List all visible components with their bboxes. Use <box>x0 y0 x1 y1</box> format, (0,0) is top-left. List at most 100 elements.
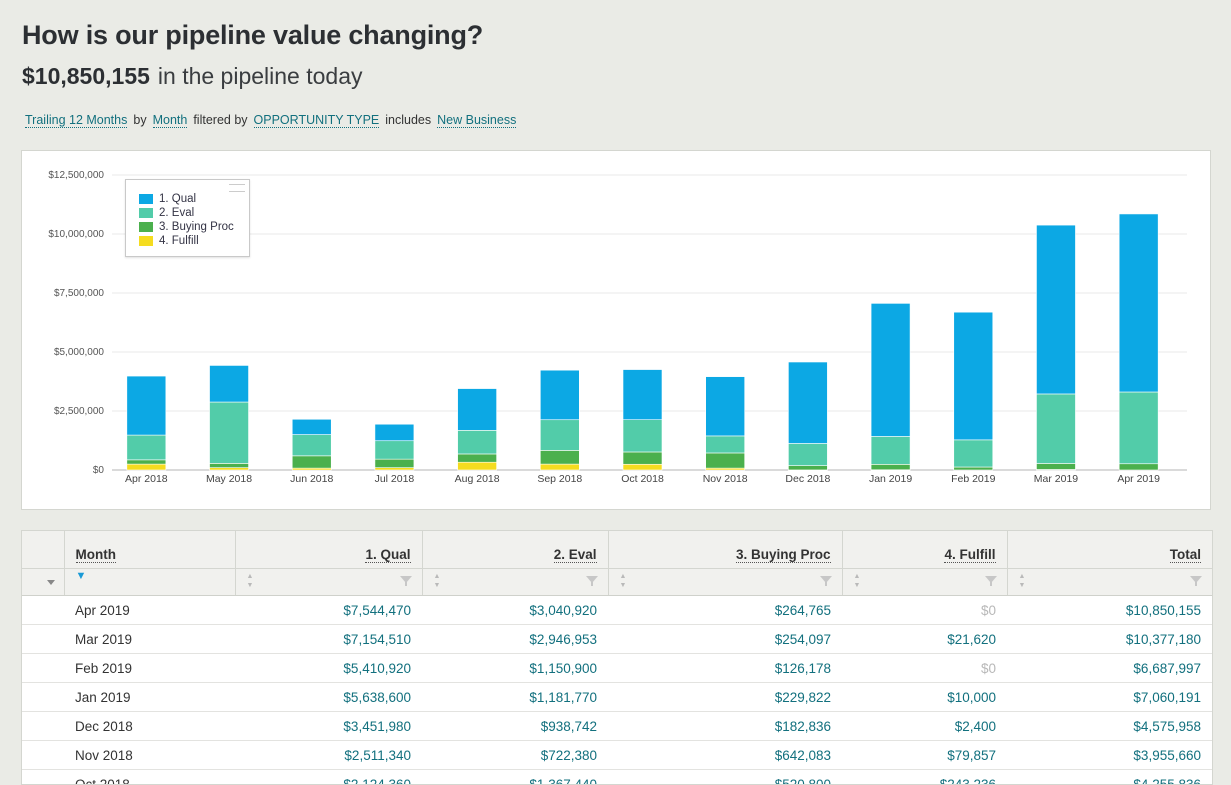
bar-segment[interactable] <box>210 468 249 470</box>
bar-segment[interactable] <box>1119 464 1158 470</box>
value-cell[interactable]: $10,850,155 <box>1007 596 1212 625</box>
bar-segment[interactable] <box>1036 225 1075 394</box>
value-cell[interactable]: $6,687,997 <box>1007 654 1212 683</box>
value-cell[interactable]: $7,060,191 <box>1007 683 1212 712</box>
value-cell[interactable]: $10,000 <box>842 683 1007 712</box>
bar-segment[interactable] <box>788 443 827 465</box>
bar-segment[interactable] <box>127 464 166 470</box>
bar-segment[interactable] <box>1119 392 1158 464</box>
filter-icon[interactable] <box>586 576 598 583</box>
bar-segment[interactable] <box>623 452 662 464</box>
bar-segment[interactable] <box>292 435 331 456</box>
bar-segment[interactable] <box>1119 214 1158 392</box>
bar-segment[interactable] <box>954 440 993 467</box>
sort-icon[interactable]: ▲▼ <box>1019 572 1026 590</box>
sort-icon[interactable]: ▲▼ <box>620 572 627 590</box>
period-filter-link[interactable]: Trailing 12 Months <box>25 113 127 128</box>
bar-segment[interactable] <box>706 436 745 453</box>
value-cell[interactable]: $229,822 <box>608 683 842 712</box>
column-header-month[interactable]: Month <box>64 531 235 569</box>
bar-segment[interactable] <box>788 362 827 443</box>
bar-segment[interactable] <box>706 453 745 468</box>
value-cell[interactable]: $2,946,953 <box>422 625 608 654</box>
bar-segment[interactable] <box>458 454 497 462</box>
bar-segment[interactable] <box>375 459 414 467</box>
table-row[interactable]: Mar 2019$7,154,510$2,946,953$254,097$21,… <box>22 625 1212 654</box>
sort-desc-icon[interactable]: ▼ <box>76 572 87 582</box>
value-cell[interactable]: $7,544,470 <box>235 596 422 625</box>
column-header-eval[interactable]: 2. Eval <box>422 531 608 569</box>
bar-segment[interactable] <box>540 464 579 470</box>
column-header-total[interactable]: Total <box>1007 531 1212 569</box>
column-header-qual[interactable]: 1. Qual <box>235 531 422 569</box>
bar-segment[interactable] <box>706 377 745 436</box>
sort-icon[interactable]: ▲▼ <box>434 572 441 590</box>
value-cell[interactable]: $3,955,660 <box>1007 741 1212 770</box>
bar-segment[interactable] <box>210 463 249 467</box>
legend-item-qual[interactable]: 1. Qual <box>139 193 196 205</box>
bar-segment[interactable] <box>127 460 166 464</box>
bar-segment[interactable] <box>871 303 910 436</box>
bar-segment[interactable] <box>540 370 579 420</box>
bar-segment[interactable] <box>623 420 662 452</box>
value-cell[interactable]: $3,451,980 <box>235 712 422 741</box>
bar-segment[interactable] <box>1036 394 1075 464</box>
group-by-link[interactable]: Month <box>153 113 188 128</box>
bar-segment[interactable] <box>375 441 414 459</box>
value-cell[interactable]: $1,150,900 <box>422 654 608 683</box>
sort-icon[interactable]: ▲▼ <box>247 572 254 590</box>
value-cell[interactable]: $642,083 <box>608 741 842 770</box>
legend-drag-handle[interactable] <box>229 184 245 192</box>
bar-segment[interactable] <box>871 464 910 469</box>
legend-item-buying-proc[interactable]: 3. Buying Proc <box>139 221 234 233</box>
chart-legend[interactable]: 1. Qual 2. Eval 3. Buying Proc 4. Fulfil… <box>125 179 250 257</box>
value-cell[interactable]: $3,040,920 <box>422 596 608 625</box>
filter-icon[interactable] <box>400 576 412 583</box>
bar-segment[interactable] <box>210 402 249 463</box>
value-cell[interactable]: $5,410,920 <box>235 654 422 683</box>
bar-segment[interactable] <box>458 430 497 454</box>
column-header-fulfill[interactable]: 4. Fulfill <box>842 531 1007 569</box>
table-row[interactable]: Nov 2018$2,511,340$722,380$642,083$79,85… <box>22 741 1212 770</box>
bar-segment[interactable] <box>623 370 662 420</box>
filter-icon[interactable] <box>1190 576 1202 583</box>
value-cell[interactable]: $264,765 <box>608 596 842 625</box>
bar-segment[interactable] <box>375 424 414 441</box>
value-cell[interactable]: $5,638,600 <box>235 683 422 712</box>
value-cell[interactable]: $2,511,340 <box>235 741 422 770</box>
bar-segment[interactable] <box>623 464 662 470</box>
bar-segment[interactable] <box>871 436 910 464</box>
bar-segment[interactable] <box>458 389 497 431</box>
value-cell[interactable]: $182,836 <box>608 712 842 741</box>
bar-segment[interactable] <box>292 419 331 434</box>
bar-segment[interactable] <box>375 468 414 470</box>
value-cell[interactable]: $126,178 <box>608 654 842 683</box>
value-cell[interactable]: $1,181,770 <box>422 683 608 712</box>
value-cell[interactable]: $10,377,180 <box>1007 625 1212 654</box>
table-row[interactable]: Feb 2019$5,410,920$1,150,900$126,178$0$6… <box>22 654 1212 683</box>
value-cell[interactable]: $254,097 <box>608 625 842 654</box>
value-cell[interactable]: $722,380 <box>422 741 608 770</box>
value-cell[interactable]: $7,154,510 <box>235 625 422 654</box>
value-cell[interactable]: $2,400 <box>842 712 1007 741</box>
table-row[interactable]: Apr 2019$7,544,470$3,040,920$264,765$0$1… <box>22 596 1212 625</box>
bar-segment[interactable] <box>954 312 993 440</box>
table-row[interactable]: Dec 2018$3,451,980$938,742$182,836$2,400… <box>22 712 1212 741</box>
bar-segment[interactable] <box>1036 463 1075 469</box>
bar-segment[interactable] <box>540 420 579 451</box>
bar-segment[interactable] <box>127 435 166 460</box>
row-menu[interactable] <box>22 569 64 596</box>
column-header-buying-proc[interactable]: 3. Buying Proc <box>608 531 842 569</box>
sort-icon[interactable]: ▲▼ <box>854 572 861 590</box>
bar-segment[interactable] <box>540 450 579 464</box>
value-cell[interactable]: $79,857 <box>842 741 1007 770</box>
bar-segment[interactable] <box>292 456 331 468</box>
bar-segment[interactable] <box>127 376 166 435</box>
legend-item-fulfill[interactable]: 4. Fulfill <box>139 235 199 247</box>
bar-segment[interactable] <box>954 467 993 470</box>
chevron-down-icon[interactable] <box>47 580 55 585</box>
bar-segment[interactable] <box>210 365 249 402</box>
filter-icon[interactable] <box>985 576 997 583</box>
bar-segment[interactable] <box>458 462 497 470</box>
value-cell[interactable]: $21,620 <box>842 625 1007 654</box>
